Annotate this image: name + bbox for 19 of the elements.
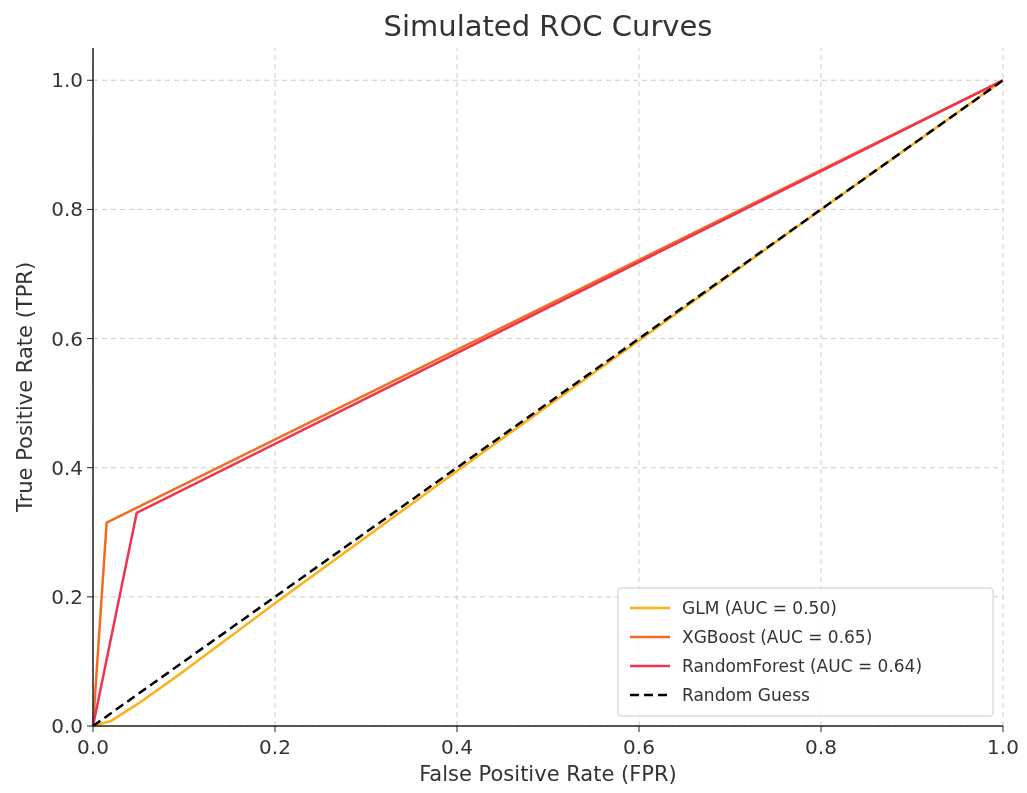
x-tick-label: 0.0 bbox=[77, 735, 109, 759]
y-tick-label: 1.0 bbox=[51, 68, 83, 93]
x-tick-label: 0.4 bbox=[441, 735, 473, 759]
chart-title: Simulated ROC Curves bbox=[383, 9, 713, 43]
legend-label: XGBoost (AUC = 0.65) bbox=[682, 627, 873, 647]
legend-label: Random Guess bbox=[682, 685, 811, 705]
y-tick-label: 0.4 bbox=[51, 455, 83, 480]
x-tick-label: 1.0 bbox=[987, 735, 1019, 759]
x-tick-label: 0.2 bbox=[259, 735, 291, 759]
legend-label: RandomForest (AUC = 0.64) bbox=[682, 656, 923, 676]
y-tick-label: 0.6 bbox=[51, 326, 83, 351]
x-axis-title: False Positive Rate (FPR) bbox=[419, 762, 677, 786]
y-tick-label: 0.2 bbox=[51, 584, 83, 609]
y-tick-label: 0.8 bbox=[51, 197, 83, 222]
x-tick-label: 0.6 bbox=[623, 735, 655, 759]
y-tick-label: 0.0 bbox=[51, 714, 83, 738]
y-axis-title: True Positive Rate (TPR) bbox=[13, 261, 37, 514]
legend-label: GLM (AUC = 0.50) bbox=[682, 598, 837, 618]
x-tick-label: 0.8 bbox=[805, 735, 837, 759]
